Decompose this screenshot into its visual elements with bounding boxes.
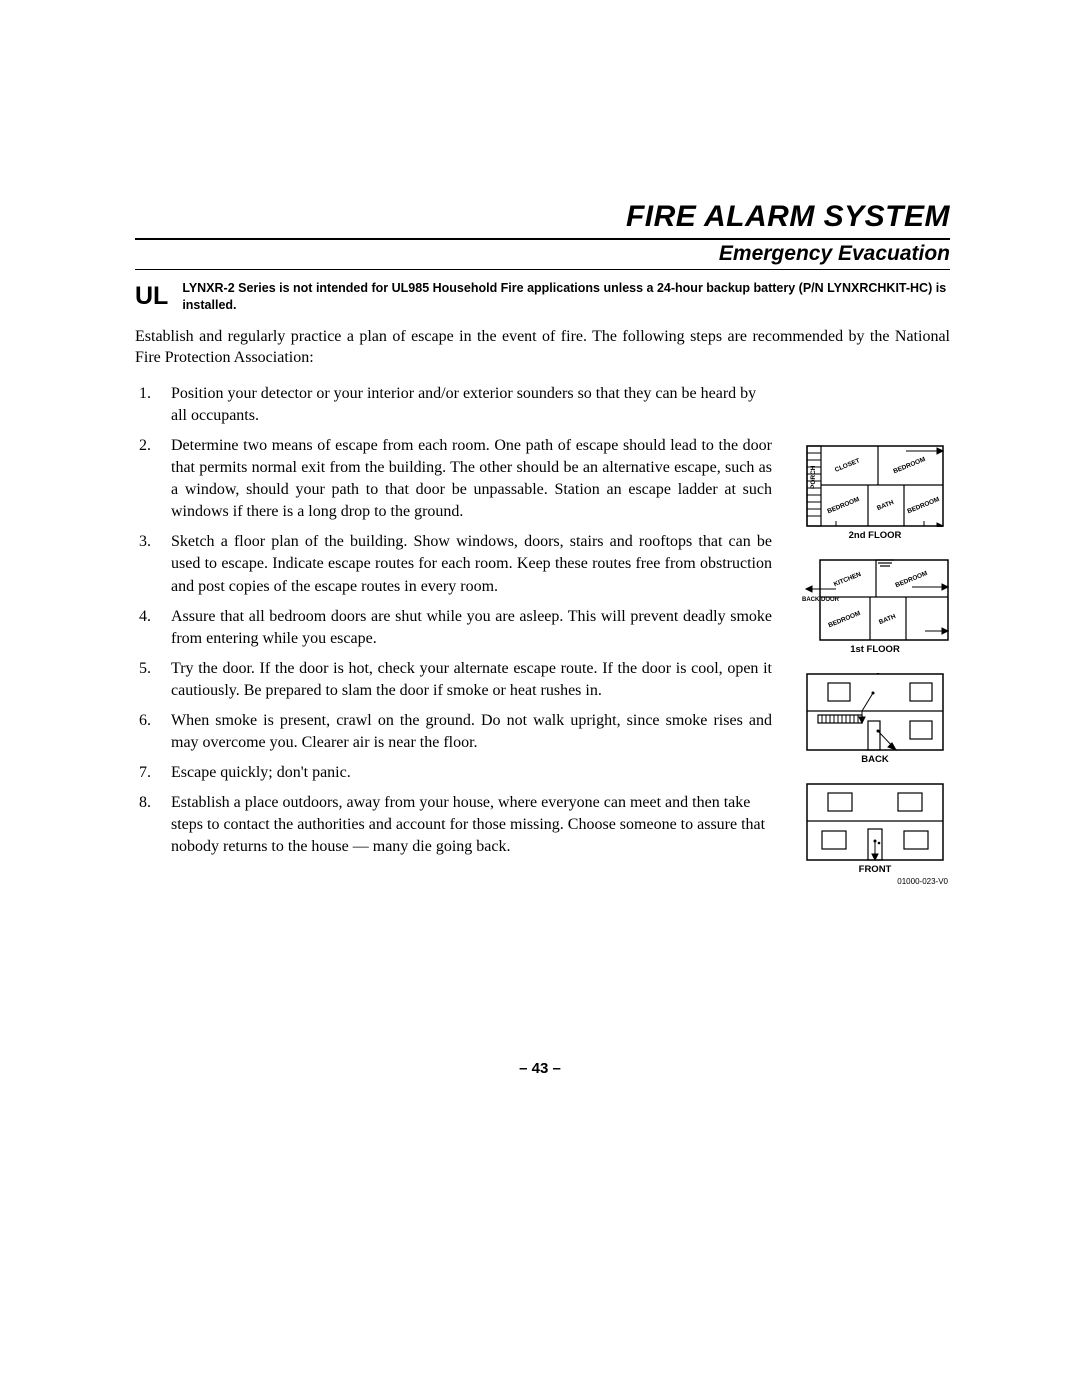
title-rule (135, 238, 950, 240)
svg-text:PORCH: PORCH (810, 465, 817, 489)
ul-mark: UL (135, 282, 168, 311)
steps-list: Position your detector or your interior … (135, 383, 772, 858)
svg-text:BACK DOOR: BACK DOOR (802, 597, 840, 603)
svg-text:BEDROOM: BEDROOM (894, 570, 928, 589)
svg-text:KITCHEN: KITCHEN (833, 571, 863, 588)
page-title: FIRE ALARM SYSTEM (135, 200, 950, 234)
step-item: Establish a place outdoors, away from yo… (135, 792, 772, 858)
diagram-back: BACK (800, 673, 950, 765)
svg-text:BEDROOM: BEDROOM (826, 496, 860, 515)
steps-column: Position your detector or your interior … (135, 383, 772, 866)
svg-text:BATH: BATH (878, 613, 897, 626)
floorplan-1st-icon: KITCHEN BEDROOM BEDROOM BATH BACK DOOR (800, 559, 950, 641)
diagram-label: 2nd FLOOR (849, 530, 902, 541)
ul-note: LYNXR-2 Series is not intended for UL985… (182, 280, 950, 314)
diagram-2nd-floor: PORCH CLOSET BEDROOM BEDROOM BATH BEDROO… (800, 445, 950, 541)
elevation-front-icon (806, 783, 944, 861)
step-item: Assure that all bedroom doors are shut w… (135, 606, 772, 650)
svg-text:BEDROOM: BEDROOM (827, 610, 861, 629)
diagram-1st-floor: KITCHEN BEDROOM BEDROOM BATH BACK DOOR (800, 559, 950, 655)
diagram-label: BACK (861, 754, 888, 765)
elevation-back-icon (806, 673, 944, 751)
intro-paragraph: Establish and regularly practice a plan … (135, 326, 950, 369)
svg-text:CLOSET: CLOSET (834, 457, 861, 473)
diagram-code: 01000-023-V0 (897, 877, 948, 886)
content-row: Position your detector or your interior … (135, 383, 950, 886)
page-number: – 43 – (0, 1060, 1080, 1077)
diagram-label: 1st FLOOR (850, 644, 900, 655)
step-item: Determine two means of escape from each … (135, 435, 772, 523)
step-item: When smoke is present, crawl on the grou… (135, 710, 772, 754)
svg-text:BEDROOM: BEDROOM (906, 496, 940, 515)
diagram-front: FRONT 01000-023-V0 (800, 783, 950, 886)
floorplan-2nd-icon: PORCH CLOSET BEDROOM BEDROOM BATH BEDROO… (806, 445, 944, 527)
svg-text:BEDROOM: BEDROOM (892, 456, 926, 475)
subtitle-rule (135, 269, 950, 270)
page-subtitle: Emergency Evacuation (135, 242, 950, 266)
ul-notice-row: UL LYNXR-2 Series is not intended for UL… (135, 280, 950, 314)
step-item: Position your detector or your interior … (135, 383, 772, 427)
diagram-column: PORCH CLOSET BEDROOM BEDROOM BATH BEDROO… (800, 383, 950, 886)
svg-text:BATH: BATH (876, 499, 895, 512)
step-item: Try the door. If the door is hot, check … (135, 658, 772, 702)
step-item: Sketch a floor plan of the building. Sho… (135, 531, 772, 597)
diagram-label: FRONT (859, 864, 892, 875)
page: FIRE ALARM SYSTEM Emergency Evacuation U… (0, 0, 1080, 1397)
step-item: Escape quickly; don't panic. (135, 762, 772, 784)
